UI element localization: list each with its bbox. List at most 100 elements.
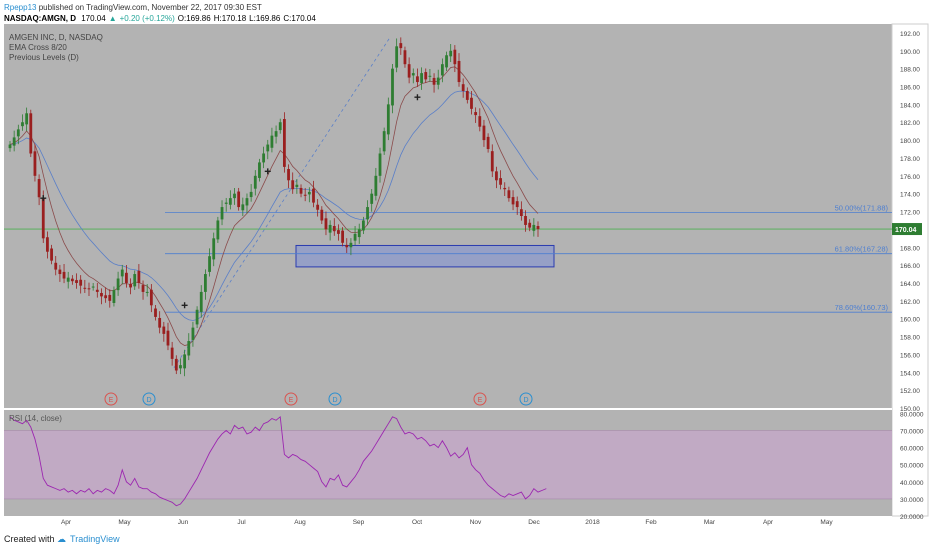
candle-body[interactable] <box>457 60 461 83</box>
candle-body[interactable] <box>104 295 108 299</box>
candle-body[interactable] <box>237 191 241 208</box>
candle-body[interactable] <box>54 262 58 270</box>
candle-body[interactable] <box>299 187 303 194</box>
candle-body[interactable] <box>303 194 307 196</box>
candle-body[interactable] <box>478 116 482 127</box>
candle-body[interactable] <box>220 207 224 220</box>
candle-body[interactable] <box>337 230 340 234</box>
candle-body[interactable] <box>46 237 49 252</box>
candle-body[interactable] <box>21 122 24 127</box>
candle-body[interactable] <box>154 308 157 317</box>
candle-body[interactable] <box>499 178 502 185</box>
candle-body[interactable] <box>129 284 132 288</box>
candle-body[interactable] <box>349 242 353 248</box>
candle-body[interactable] <box>241 204 245 211</box>
candle-body[interactable] <box>332 226 336 232</box>
dividend-badge[interactable]: D <box>142 392 156 406</box>
candle-body[interactable] <box>357 229 361 238</box>
rsi-pane[interactable]: 80.0000 70.0000 60.0000 50.0000 40.0000 30.00… <box>4 408 924 521</box>
candle-body[interactable] <box>411 73 415 76</box>
candle-body[interactable] <box>386 104 390 135</box>
author-name[interactable]: Rpepp13 <box>4 3 37 12</box>
candle-body[interactable] <box>515 201 519 208</box>
candle-body[interactable] <box>432 77 436 85</box>
candle-body[interactable] <box>50 248 53 261</box>
candle-body[interactable] <box>145 291 149 293</box>
candle-body[interactable] <box>361 220 365 231</box>
candle-body[interactable] <box>233 193 236 199</box>
candle-body[interactable] <box>424 72 428 80</box>
candle-body[interactable] <box>486 136 490 150</box>
candle-body[interactable] <box>449 50 453 57</box>
candle-body[interactable] <box>66 277 70 282</box>
candle-body[interactable] <box>312 188 315 203</box>
candle-body[interactable] <box>403 50 407 65</box>
candle-body[interactable] <box>12 137 16 146</box>
candle-body[interactable] <box>519 209 523 216</box>
candle-body[interactable] <box>158 317 162 328</box>
legend-indicator-ema[interactable]: EMA Cross 8/20 <box>9 43 67 52</box>
candle-body[interactable] <box>25 113 29 125</box>
candle-body[interactable] <box>245 198 249 206</box>
candle-body[interactable] <box>407 64 411 78</box>
candle-body[interactable] <box>370 193 374 204</box>
candle-body[interactable] <box>316 204 320 210</box>
candle-body[interactable] <box>328 224 332 233</box>
candle-body[interactable] <box>474 112 478 116</box>
candle-body[interactable] <box>374 175 378 196</box>
candle-body[interactable] <box>428 75 432 77</box>
candle-body[interactable] <box>366 207 369 220</box>
candle-body[interactable] <box>95 289 99 292</box>
candle-body[interactable] <box>395 46 399 68</box>
candle-body[interactable] <box>29 113 33 154</box>
candle-body[interactable] <box>258 162 261 178</box>
candle-body[interactable] <box>133 274 137 287</box>
candle-body[interactable] <box>199 291 203 312</box>
legend-indicator-levels[interactable]: Previous Levels (D) <box>9 53 79 62</box>
candle-body[interactable] <box>524 216 527 225</box>
candle-body[interactable] <box>83 287 87 289</box>
candle-body[interactable] <box>249 191 253 198</box>
candle-body[interactable] <box>307 191 311 195</box>
candle-body[interactable] <box>100 292 103 297</box>
tradingview-brand[interactable]: TradingView <box>70 534 120 544</box>
candle-body[interactable] <box>341 230 344 243</box>
candle-body[interactable] <box>162 326 166 334</box>
candle-body[interactable] <box>420 73 423 84</box>
candle-body[interactable] <box>503 187 507 190</box>
candle-body[interactable] <box>212 238 216 260</box>
candle-body[interactable] <box>399 43 403 49</box>
candle-body[interactable] <box>166 330 170 346</box>
candle-body[interactable] <box>191 327 195 340</box>
candle-body[interactable] <box>37 179 41 198</box>
candle-body[interactable] <box>461 84 465 91</box>
candle-body[interactable] <box>353 233 357 241</box>
ema-20-line[interactable] <box>9 90 539 321</box>
candle-body[interactable] <box>170 347 174 359</box>
candle-body[interactable] <box>208 256 211 272</box>
time-axis[interactable]: Apr May Jun Jul Aug Sep Oct Nov Dec 2018 Feb Mar Apr… <box>4 516 892 528</box>
candle-body[interactable] <box>495 171 498 181</box>
candle-body[interactable] <box>112 290 116 303</box>
candle-body[interactable] <box>62 271 66 279</box>
candle-body[interactable] <box>382 131 386 152</box>
candle-body[interactable] <box>137 270 141 283</box>
candle-body[interactable] <box>536 226 540 230</box>
candle-body[interactable] <box>228 198 232 205</box>
candle-body[interactable] <box>270 135 274 148</box>
dividend-badge[interactable]: D <box>519 392 533 406</box>
candle-body[interactable] <box>125 272 128 283</box>
support-zone-box[interactable] <box>295 244 555 268</box>
candle-body[interactable] <box>41 198 45 239</box>
candle-body[interactable] <box>204 274 207 292</box>
candle-body[interactable] <box>465 90 469 100</box>
candle-body[interactable] <box>91 286 95 288</box>
candle-body[interactable] <box>262 153 266 163</box>
candle-body[interactable] <box>453 49 457 65</box>
candle-body[interactable] <box>79 279 83 286</box>
candle-body[interactable] <box>274 131 278 137</box>
candle-body[interactable] <box>295 184 299 188</box>
candle-body[interactable] <box>266 144 270 152</box>
candle-body[interactable] <box>195 309 199 325</box>
